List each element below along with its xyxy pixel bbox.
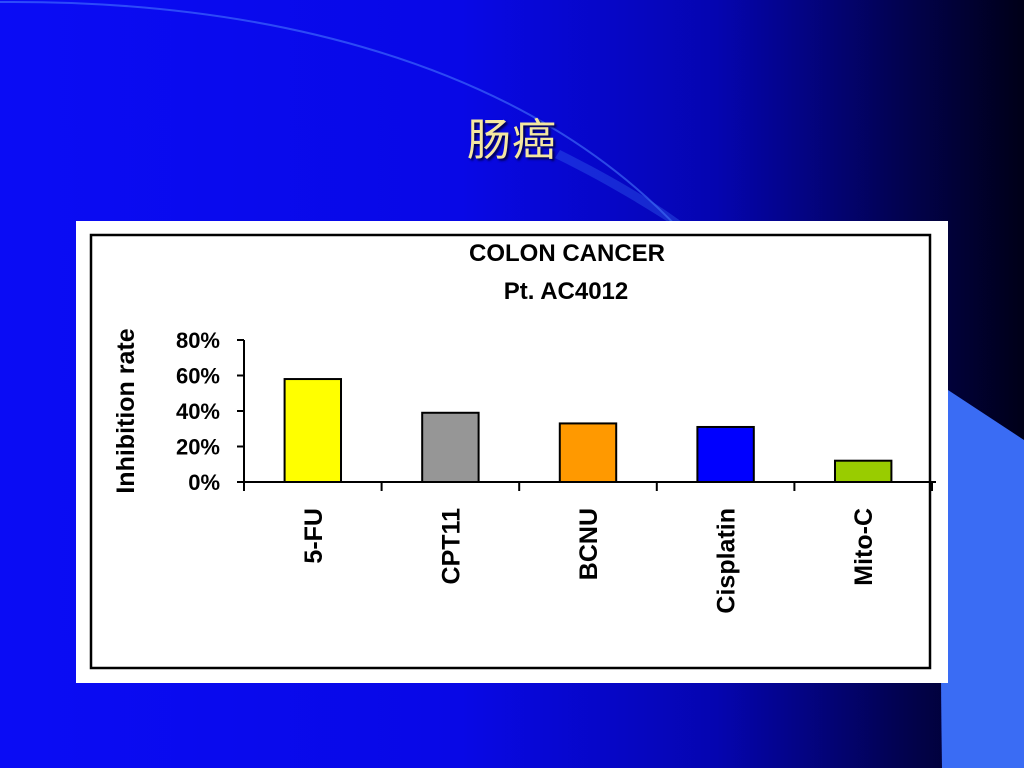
y-tick-label: 60%	[176, 364, 220, 389]
x-category-label: Mito-C	[850, 508, 878, 586]
chart-marks: 0% 20% 40% 60% 80% 5-FU CPT11 BCNU Cisplatin Mito…	[176, 328, 936, 614]
y-tick-label: 20%	[176, 435, 220, 460]
x-category-label: CPT11	[437, 508, 465, 585]
y-tick-label: 40%	[176, 399, 220, 424]
bar	[283, 378, 343, 483]
chart-border	[89, 233, 932, 670]
bar	[833, 459, 893, 483]
y-tick-label: 0%	[188, 470, 220, 495]
x-category-label: Cisplatin	[713, 508, 741, 614]
chart-subtitle: Pt. AC4012	[504, 278, 629, 305]
y-tick-label: 80%	[176, 328, 220, 353]
bar	[696, 425, 755, 484]
bar-chart: COLON CANCER Pt. AC4012 Inhibition rate …	[89, 233, 936, 670]
chart-panel: COLON CANCER Pt. AC4012 Inhibition rate …	[76, 221, 948, 683]
decorative-corner-shape	[940, 390, 1024, 768]
bar	[558, 422, 618, 484]
slide-title: 肠癌	[467, 115, 557, 166]
decorative-swoosh	[0, 0, 681, 231]
bar	[421, 411, 480, 483]
x-category-label: 5-FU	[300, 508, 328, 564]
decorative-swoosh-glow	[555, 150, 690, 236]
chart-title: COLON CANCER	[469, 240, 665, 267]
x-category-label: BCNU	[575, 508, 603, 580]
y-axis-label: Inhibition rate	[112, 328, 140, 493]
